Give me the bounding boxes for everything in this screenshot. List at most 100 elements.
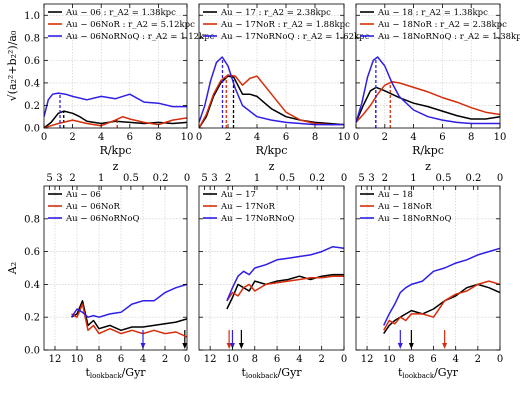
x-tick-label: 10 (383, 354, 396, 365)
y-tick-label: 0.6 (24, 247, 40, 258)
legend-entry-blue: Au − 17NoRNoQ (220, 214, 294, 224)
x-axis-label: tlookback/Gyr (241, 366, 302, 380)
y-tick-label: 0.0 (24, 124, 40, 135)
x-axis-label: R/kpc (256, 144, 288, 157)
series-line-blue (383, 247, 500, 326)
series-line-blue (70, 283, 187, 318)
legend-entry-red: Au − 18NoR (377, 202, 433, 212)
bar-formation-arrowhead-red (226, 343, 232, 349)
legend-entry-black: Au − 18 (377, 190, 413, 200)
panel-frame (43, 3, 188, 129)
legend-entry-blue: Au − 17NoRNoQ : r_A2 = 1.62kpc (220, 32, 370, 42)
legend-entry-blue: Au − 18NoRNoQ : r_A2 = 1.38kpc (377, 32, 520, 42)
x-tick-label: 0 (196, 132, 202, 143)
x-tick-label: 10 (181, 132, 194, 143)
series-line-red (44, 115, 187, 128)
legend-entry-red: Au − 06NoR : r_A2 = 5.12kpc (65, 20, 195, 30)
x-tick-label: 6 (430, 354, 436, 365)
x-tick-label: 2 (319, 354, 325, 365)
y-tick-label: 0.0 (24, 346, 40, 357)
legend-entry-red: Au − 18NoR : r_A2 = 2.38kpc (377, 20, 507, 30)
z-tick-label: 1 (254, 173, 260, 184)
legend-entry-black: Au − 06 : r_A2 = 1.38kpc (65, 8, 176, 18)
panel-frame (198, 185, 345, 351)
z-tick-label: 2 (382, 173, 388, 184)
series-line-blue (199, 56, 344, 126)
z-axis-label: z (269, 160, 275, 173)
x-tick-label: 6 (283, 132, 289, 143)
x-tick-label: 2 (225, 132, 231, 143)
x-tick-label: 0 (497, 354, 503, 365)
bar-formation-arrowhead-black (238, 343, 244, 349)
z-tick-label: 0 (497, 173, 503, 184)
legend-entry-red: Au − 17NoR (220, 202, 276, 212)
series-line-blue (226, 245, 344, 302)
y-tick-label: 0.8 (24, 214, 40, 225)
x-axis-label: R/kpc (100, 144, 132, 157)
panel-top-right: 0 2 4 6 8 10 R/kpc Au − 18 : r_A2 = 1.38kpc Au −… (353, 3, 520, 157)
legend-entry-black: Au − 17 : r_A2 = 2.38kpc (220, 8, 331, 18)
y-axis-label: A₂ (6, 262, 19, 275)
series-line-red (199, 74, 344, 128)
x-tick-label: 12 (204, 354, 217, 365)
z-tick-label: 0.2 (153, 173, 169, 184)
z-tick-label: 0 (341, 173, 347, 184)
x-tick-label: 4 (453, 354, 459, 365)
x-tick-label: 4 (410, 132, 416, 143)
x-tick-label: 10 (338, 132, 351, 143)
series-line-blue (44, 92, 187, 117)
z-axis-label: z (113, 160, 119, 173)
x-tick-label: 10 (71, 354, 84, 365)
z-tick-label: 5 (46, 173, 52, 184)
bar-formation-arrowhead-red (442, 343, 448, 349)
z-tick-label: 5 (201, 173, 207, 184)
series-line-red (383, 280, 500, 331)
legend-entry-blue: Au − 18NoRNoQ (377, 214, 451, 224)
series-line-blue (356, 56, 500, 125)
z-tick-label: 0.5 (279, 173, 295, 184)
y-tick-label: 0.2 (24, 101, 40, 112)
series-line-black (356, 86, 500, 123)
x-tick-label: 8 (96, 354, 102, 365)
x-tick-label: 4 (140, 354, 146, 365)
legend-entry-red: Au − 06NoR (65, 202, 121, 212)
panel-frame (43, 185, 188, 351)
y-tick-label: 0.4 (24, 280, 40, 291)
x-tick-label: 0 (353, 132, 359, 143)
x-tick-label: 8 (468, 132, 474, 143)
y-tick-label: 0.6 (24, 56, 40, 67)
x-tick-label: 4 (254, 132, 260, 143)
z-tick-label: 0 (184, 173, 190, 184)
z-tick-label: 2 (69, 173, 75, 184)
x-tick-label: 2 (69, 132, 75, 143)
x-tick-label: 12 (361, 354, 374, 365)
z-tick-label: 0.2 (309, 173, 325, 184)
x-tick-label: 0 (41, 132, 47, 143)
y-axis-label: √(a₂²+b₂²)/a₀ (6, 30, 19, 101)
series-line-black (226, 273, 344, 310)
panel-frame (355, 185, 501, 351)
legend-entry-black: Au − 06 (65, 190, 101, 200)
z-tick-label: 3 (56, 173, 62, 184)
panel-frame (198, 3, 345, 129)
legend-entry-black: Au − 18 : r_A2 = 1.38kpc (377, 8, 488, 18)
y-tick-label: 1.0 (24, 11, 40, 22)
y-tick-label: 0.4 (24, 78, 40, 89)
y-tick-label: 0.8 (24, 33, 40, 44)
x-tick-label: 2 (162, 354, 168, 365)
series-line-red (356, 81, 500, 123)
x-tick-label: 6 (127, 132, 133, 143)
series-line-red (71, 303, 187, 338)
z-tick-label: 1 (98, 173, 104, 184)
z-tick-label: 0.5 (123, 173, 139, 184)
legend-entry-black: Au − 17 (220, 190, 256, 200)
x-tick-label: 4 (296, 354, 302, 365)
x-tick-label: 6 (439, 132, 445, 143)
x-tick-label: 8 (408, 354, 414, 365)
bar-formation-arrowhead-black (182, 343, 188, 349)
z-tick-label: 5 (358, 173, 364, 184)
